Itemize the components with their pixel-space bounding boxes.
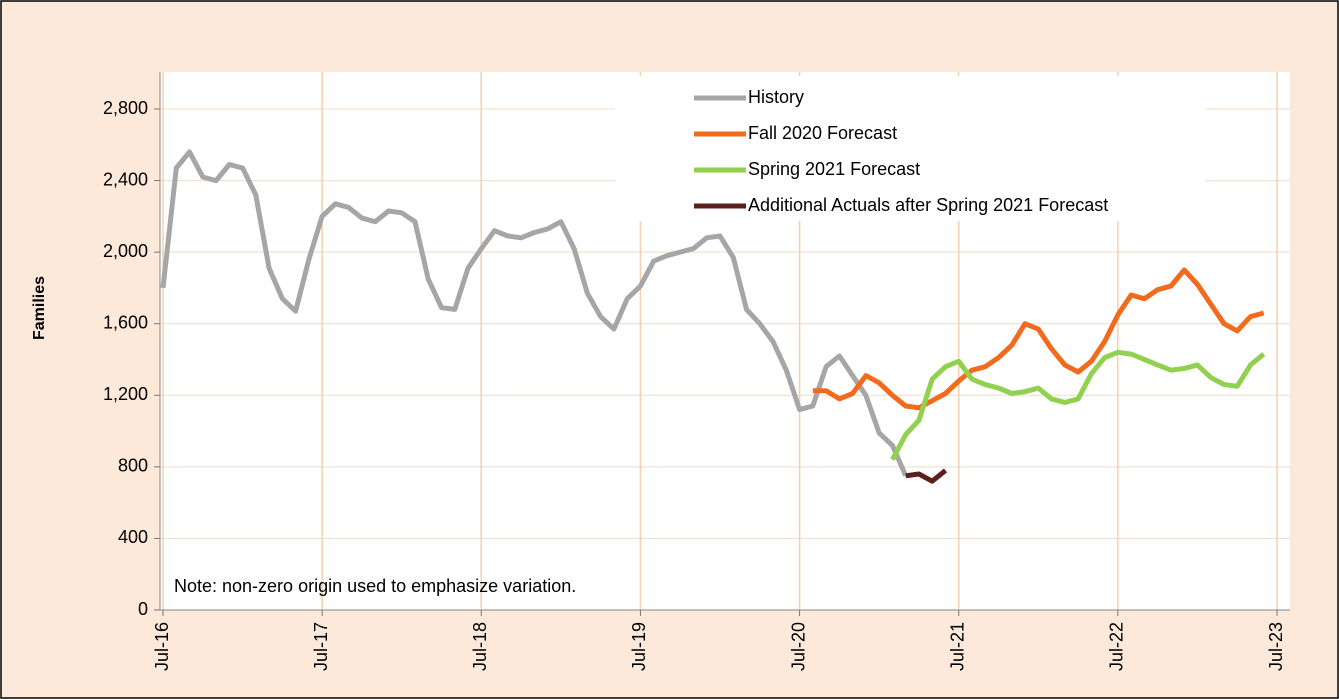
y-tick-label: 1,200: [103, 384, 148, 404]
y-tick-label: 800: [118, 456, 148, 476]
annotation: Note: non-zero origin used to emphasize …: [174, 576, 576, 596]
x-tick-label: Jul-23: [1266, 622, 1286, 671]
x-tick-label: Jul-17: [311, 622, 331, 671]
legend-label: Spring 2021 Forecast: [748, 159, 920, 179]
legend: History Fall 2020 Forecast Spring 2021 For…: [615, 76, 1205, 221]
series-line: [160, 149, 908, 477]
x-tick-label: Jul-16: [152, 622, 172, 671]
y-axis-label: Families: [31, 276, 48, 340]
legend-label: Additional Actuals after Spring 2021 For…: [748, 195, 1108, 215]
y-tick-label: 2,400: [103, 169, 148, 189]
x-tick-label: Jul-19: [629, 622, 649, 671]
y-tick-label: 1,600: [103, 312, 148, 332]
series-line: [812, 267, 1265, 411]
y-tick-label: 2,800: [103, 98, 148, 118]
x-tick-label: Jul-22: [1107, 622, 1127, 671]
legend-label: Fall 2020 Forecast: [748, 123, 897, 143]
series-line: [905, 468, 948, 484]
legend-label: History: [748, 87, 804, 107]
y-tick-label: 2,000: [103, 241, 148, 261]
series-line: [890, 349, 1266, 461]
x-tick-label: Jul-20: [788, 622, 808, 671]
x-tick-label: Jul-18: [470, 622, 490, 671]
y-tick-label: 0: [138, 599, 148, 619]
y-tick-label: 400: [118, 527, 148, 547]
x-tick-label: Jul-21: [947, 622, 967, 671]
